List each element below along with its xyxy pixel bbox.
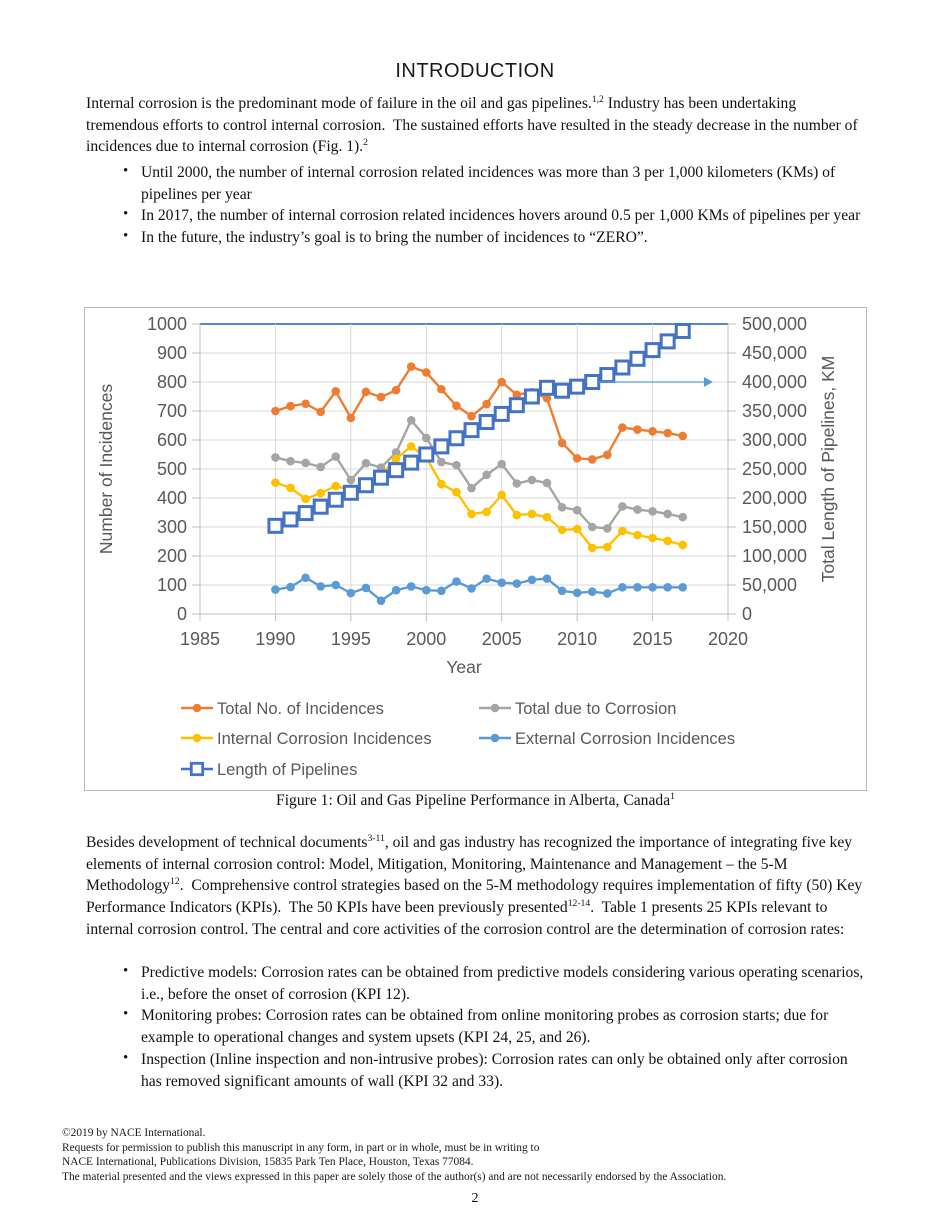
superscript-reference: 12-14 xyxy=(567,897,591,909)
footer-line: ©2019 by NACE International. xyxy=(62,1127,206,1139)
svg-text:900: 900 xyxy=(157,343,187,363)
intro-paragraph: Internal corrosion is the predominant mo… xyxy=(86,93,862,156)
svg-text:1985: 1985 xyxy=(180,629,220,649)
svg-text:800: 800 xyxy=(157,372,187,392)
superscript-reference: 3-11 xyxy=(367,832,385,844)
corrosion-rates-bullets: Predictive models: Corrosion rates can b… xyxy=(86,961,866,1092)
svg-text:300,000: 300,000 xyxy=(742,430,807,450)
svg-text:1995: 1995 xyxy=(331,629,371,649)
bullet-item: In the future, the industry’s goal is to… xyxy=(86,226,866,249)
svg-text:Total due to Corrosion: Total due to Corrosion xyxy=(515,700,676,718)
bullet-item: In 2017, the number of internal corrosio… xyxy=(86,204,866,227)
svg-text:500,000: 500,000 xyxy=(742,314,807,334)
svg-text:600: 600 xyxy=(157,430,187,450)
svg-text:0: 0 xyxy=(177,604,187,624)
superscript-reference: 1 xyxy=(670,790,675,802)
superscript-reference: 12 xyxy=(170,876,180,888)
body-paragraph-2: Besides development of technical documen… xyxy=(86,832,867,938)
svg-text:2020: 2020 xyxy=(708,629,748,649)
footer: ©2019 by NACE International. Requests fo… xyxy=(62,1126,892,1184)
footer-line: The material presented and the views exp… xyxy=(62,1170,727,1183)
svg-text:2000: 2000 xyxy=(406,629,446,649)
page-title: INTRODUCTION xyxy=(395,60,555,82)
svg-text:250,000: 250,000 xyxy=(742,459,807,479)
footer-line: Requests for permission to publish this … xyxy=(62,1141,540,1154)
bullet-item: Predictive models: Corrosion rates can b… xyxy=(86,961,866,1005)
svg-text:Internal Corrosion Incidences: Internal Corrosion Incidences xyxy=(217,730,432,748)
figure1: 0 100 200 300 400 500 600 700 800 900 1000 0 50,000 1… xyxy=(84,307,867,791)
svg-text:500: 500 xyxy=(157,459,187,479)
svg-text:350,000: 350,000 xyxy=(742,401,807,421)
page-number: 2 xyxy=(471,1191,479,1206)
svg-text:Total Length of Pipelines, KM: Total Length of Pipelines, KM xyxy=(818,356,838,583)
svg-text:100,000: 100,000 xyxy=(742,546,807,566)
svg-text:1990: 1990 xyxy=(255,629,295,649)
svg-text:400: 400 xyxy=(157,488,187,508)
svg-text:450,000: 450,000 xyxy=(742,343,807,363)
svg-text:Length of Pipelines: Length of Pipelines xyxy=(217,761,357,779)
svg-text:150,000: 150,000 xyxy=(742,517,807,537)
bullet-item: Until 2000, the number of internal corro… xyxy=(86,161,866,205)
svg-text:1000: 1000 xyxy=(147,314,187,334)
svg-text:100: 100 xyxy=(157,575,187,595)
svg-text:50,000: 50,000 xyxy=(742,575,797,595)
intro-bullets: Until 2000, the number of internal corro… xyxy=(86,161,866,249)
svg-text:2005: 2005 xyxy=(482,629,522,649)
bullet-item: Monitoring probes: Corrosion rates can b… xyxy=(86,1004,866,1048)
svg-text:Number of Incidences: Number of Incidences xyxy=(96,384,116,554)
svg-text:300: 300 xyxy=(157,517,187,537)
svg-text:200: 200 xyxy=(157,546,187,566)
footer-line: NACE International, Publications Divisio… xyxy=(62,1156,474,1169)
figure1-chart: 0 100 200 300 400 500 600 700 800 900 1000 0 50,000 1… xyxy=(96,314,838,779)
svg-text:200,000: 200,000 xyxy=(742,488,807,508)
svg-text:2015: 2015 xyxy=(633,629,673,649)
figure1-caption: Figure 1: Oil and Gas Pipeline Performan… xyxy=(276,790,675,809)
bullet-item: Inspection (Inline inspection and non-in… xyxy=(86,1048,866,1092)
svg-text:2010: 2010 xyxy=(557,629,597,649)
superscript-reference: 1,2 xyxy=(591,93,604,105)
superscript-reference: 2 xyxy=(363,137,368,149)
svg-text:700: 700 xyxy=(157,401,187,421)
svg-text:400,000: 400,000 xyxy=(742,372,807,392)
svg-text:Year: Year xyxy=(446,657,482,677)
svg-text:External Corrosion Incidences: External Corrosion Incidences xyxy=(515,730,735,748)
svg-text:0: 0 xyxy=(742,604,752,624)
svg-text:Total No. of Incidences: Total No. of Incidences xyxy=(217,700,384,718)
